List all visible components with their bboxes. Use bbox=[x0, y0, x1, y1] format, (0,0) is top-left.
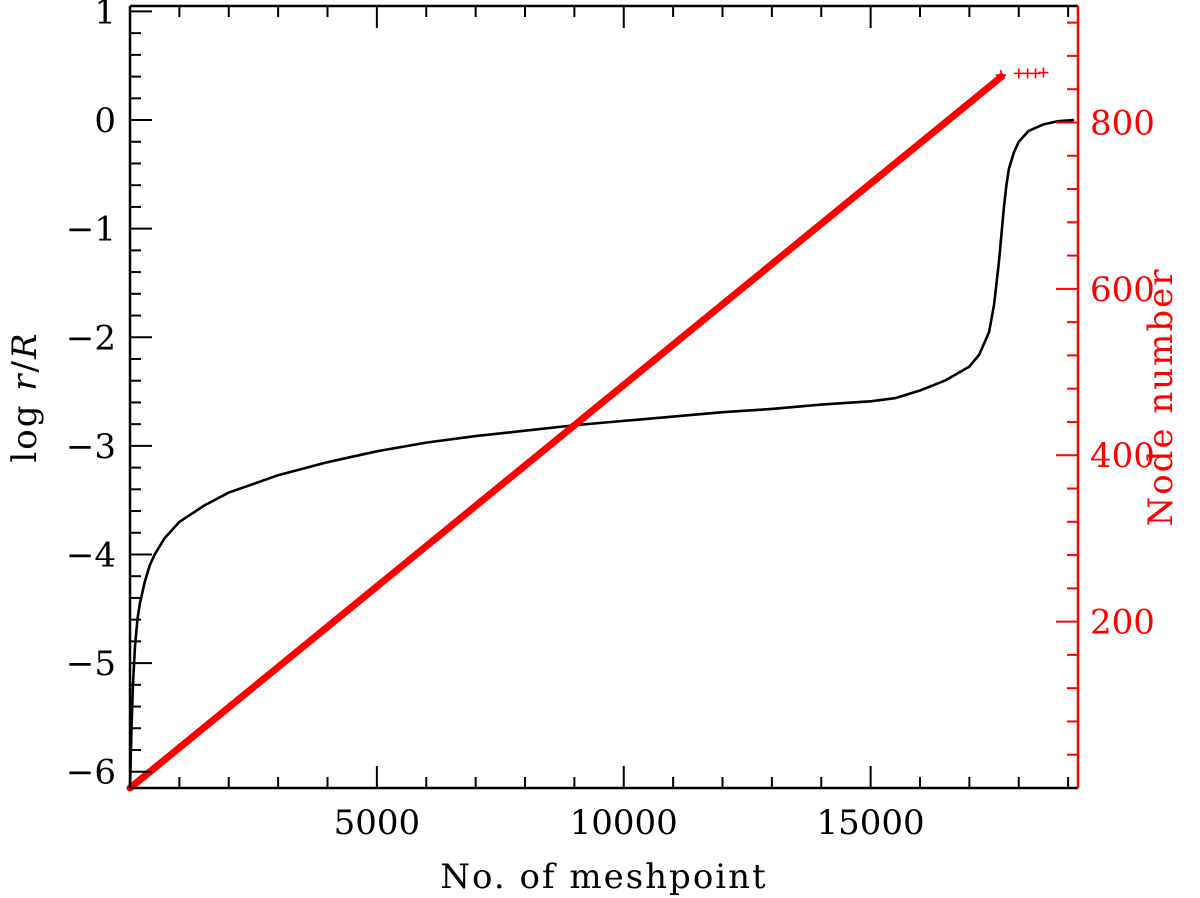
y-left-axis-title: log r/R bbox=[5, 331, 45, 462]
series-log-radius-line bbox=[128, 118, 1075, 790]
y-left-tick-label: −3 bbox=[66, 427, 116, 467]
y-left-tick-label: 1 bbox=[94, 0, 116, 32]
y-left-tick-label: −5 bbox=[66, 644, 116, 684]
y-left-tick-label: −4 bbox=[66, 535, 116, 575]
y-right-tick-label: 800 bbox=[1090, 103, 1155, 143]
y-left-tick-label: −1 bbox=[66, 210, 116, 250]
node-plus-marker bbox=[995, 70, 1006, 81]
y-right-tick-label: 400 bbox=[1090, 436, 1155, 476]
plot-series bbox=[126, 67, 1075, 792]
y-left-axis-ticks: 1 0 −1 −2 −3 −4 −5 −6 bbox=[66, 0, 152, 793]
y-left-title-part: r bbox=[5, 372, 45, 390]
node-plus-marker bbox=[1013, 68, 1024, 79]
x-axis-ticks: 5000 10000 15000 bbox=[178, 6, 1070, 843]
x-tick-label: 5000 bbox=[334, 803, 421, 843]
series-node-number-line bbox=[126, 73, 1005, 792]
y-left-tick-label: −6 bbox=[66, 753, 116, 793]
y-right-tick-label: 600 bbox=[1090, 270, 1155, 310]
y-left-title-part: R bbox=[5, 331, 45, 360]
x-tick-label: 10000 bbox=[570, 803, 678, 843]
y-left-title-part: log bbox=[5, 391, 45, 463]
y-right-tick-label: 200 bbox=[1090, 603, 1155, 643]
y-right-axis-ticks: 200 400 600 800 bbox=[1056, 21, 1155, 756]
y-left-tick-label: 0 bbox=[94, 101, 116, 141]
y-left-title-part: / bbox=[5, 359, 45, 372]
y-left-tick-label: −2 bbox=[66, 318, 116, 358]
x-axis-title: No. of meshpoint bbox=[440, 857, 767, 897]
x-tick-label: 15000 bbox=[817, 803, 925, 843]
y-right-axis-title: Node number bbox=[1141, 267, 1181, 526]
node-plus-marker bbox=[1038, 67, 1049, 78]
node-plus-marker bbox=[1030, 68, 1041, 79]
